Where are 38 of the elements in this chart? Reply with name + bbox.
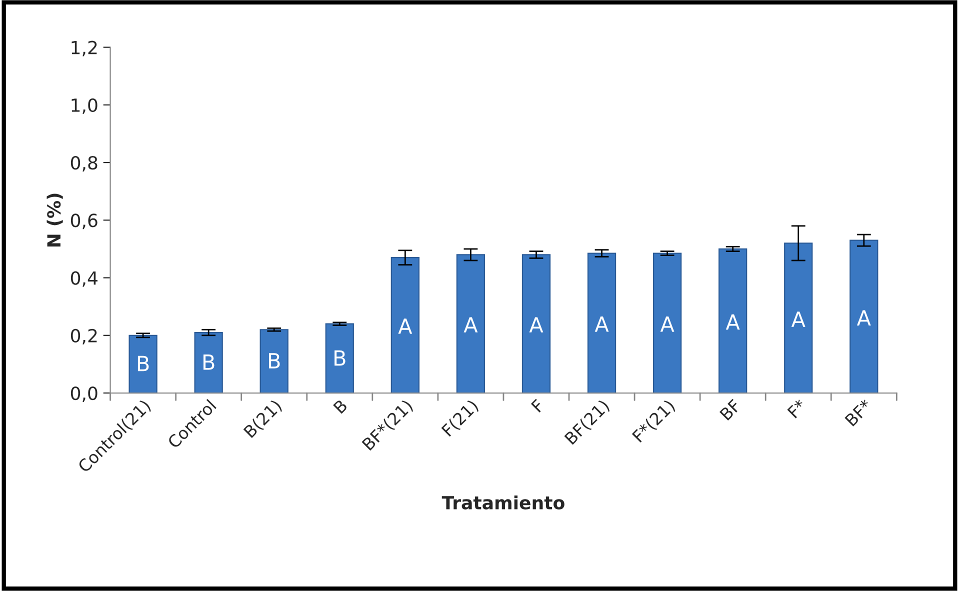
annotation: A xyxy=(464,317,478,332)
y-axis-title: N (%) xyxy=(46,194,63,246)
bar xyxy=(194,332,223,394)
bar xyxy=(522,254,551,394)
y-tick-label: 0,4 xyxy=(70,271,98,287)
y-tick-label: 0,0 xyxy=(70,386,98,402)
y-tick-label: 0,2 xyxy=(70,328,97,344)
annotation: A xyxy=(791,312,806,327)
x-tick-label: F xyxy=(530,398,545,412)
bar xyxy=(718,248,748,394)
annotation: B xyxy=(203,354,214,370)
annotation: A xyxy=(856,310,871,326)
annotation: A xyxy=(726,314,740,330)
y-tick-label: 1,2 xyxy=(72,40,97,56)
annotation: A xyxy=(660,316,674,332)
y-tick-label: 1,0 xyxy=(72,98,98,114)
bar xyxy=(260,329,288,394)
x-tick-label: F* xyxy=(787,398,807,418)
bar xyxy=(456,254,486,394)
bar xyxy=(128,334,158,394)
x-axis-title: Tratamiento xyxy=(442,496,564,510)
x-tick-label: BF xyxy=(719,398,742,421)
y-tick-label: 0,8 xyxy=(70,156,98,172)
annotation: B xyxy=(334,350,346,366)
annotation: A xyxy=(594,316,609,332)
annotation: A xyxy=(529,317,544,332)
y-tick-label: 0,6 xyxy=(70,214,98,230)
x-tick-label: B xyxy=(333,399,348,414)
bar xyxy=(652,252,682,394)
bar xyxy=(390,257,420,394)
bar xyxy=(850,240,878,394)
annotation: B xyxy=(269,353,280,368)
bar xyxy=(587,252,616,394)
bar xyxy=(325,323,354,394)
bar xyxy=(784,242,813,394)
x-tick-label: BF* xyxy=(844,398,872,426)
annotation: A xyxy=(398,318,412,334)
annotation: B xyxy=(138,356,149,372)
